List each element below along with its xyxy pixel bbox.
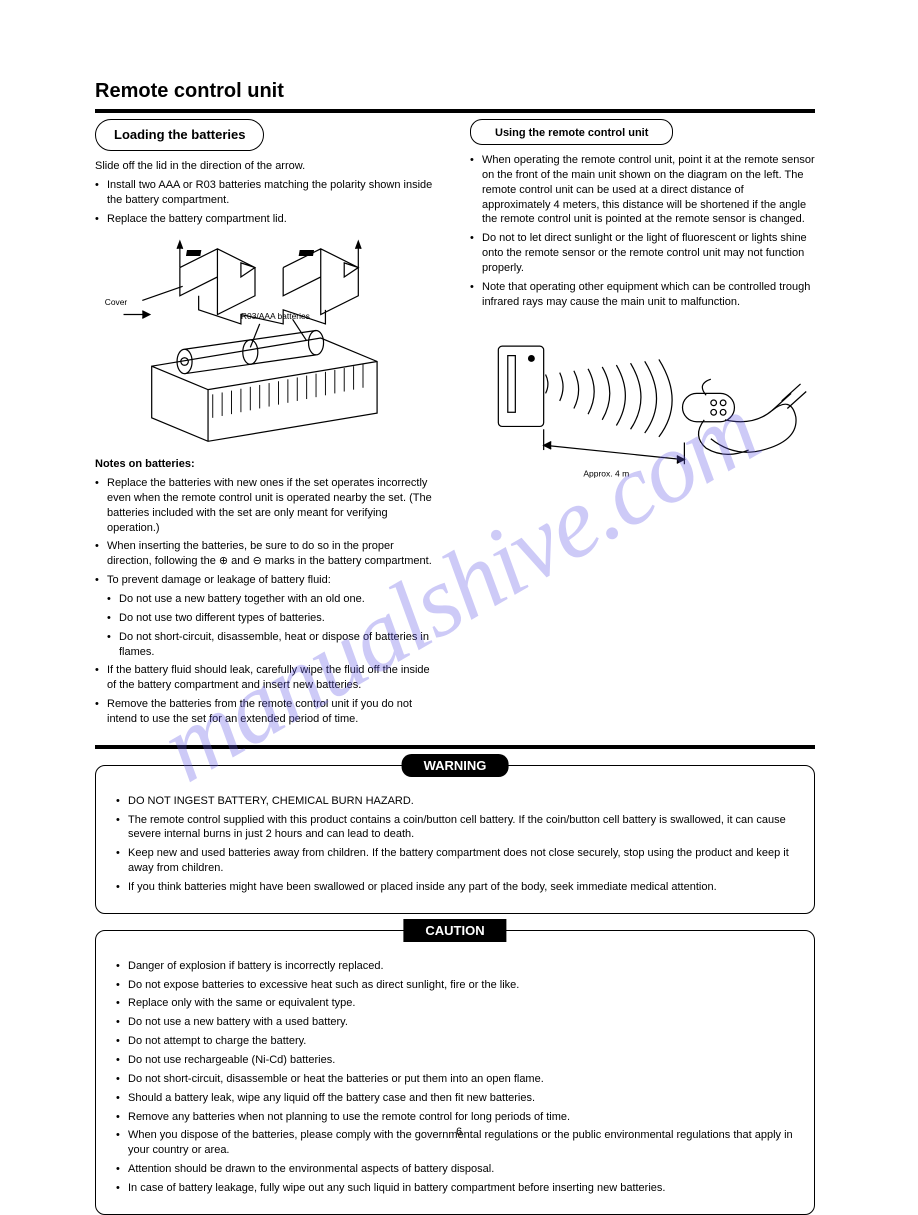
caution-item: Replace only with the same or equivalent… bbox=[114, 996, 796, 1011]
caution-item: In case of battery leakage, fully wipe o… bbox=[114, 1181, 796, 1196]
batteries-label: R03/AAA batteries bbox=[241, 312, 310, 322]
right-bullet: When operating the remote control unit, … bbox=[470, 153, 815, 227]
pill-title-left: Loading the batteries bbox=[114, 127, 245, 142]
remote-diagram: Approx. 4 m bbox=[470, 327, 815, 512]
caution-box: CAUTION Danger of explosion if battery i… bbox=[95, 930, 815, 1215]
warning-list: DO NOT INGEST BATTERY, CHEMICAL BURN HAZ… bbox=[114, 794, 796, 895]
battery-diagram: Cover R03/AAA batteries bbox=[95, 230, 440, 451]
distance-label: Approx. 4 m bbox=[583, 469, 629, 479]
left-body: Slide off the lid in the direction of th… bbox=[95, 159, 440, 727]
divider-mid bbox=[95, 745, 815, 749]
caution-item: Remove any batteries when not planning t… bbox=[114, 1110, 796, 1125]
sub-note: Do not short-circuit, disassemble, heat … bbox=[107, 630, 440, 660]
caution-item: Do not use a new battery with a used bat… bbox=[114, 1015, 796, 1030]
pill-loading-batteries: Loading the batteries bbox=[95, 119, 264, 151]
note-item: Replace the batteries with new ones if t… bbox=[95, 476, 440, 535]
warning-box: WARNING DO NOT INGEST BATTERY, CHEMICAL … bbox=[95, 765, 815, 914]
right-bullet: Note that operating other equipment whic… bbox=[470, 280, 815, 310]
caution-item: Do not use rechargeable (Ni-Cd) batterie… bbox=[114, 1053, 796, 1068]
leak-list: If the battery fluid should leak, carefu… bbox=[95, 663, 440, 726]
caution-item: Do not short-circuit, disassemble or hea… bbox=[114, 1072, 796, 1087]
pill-title-right: Using the remote control unit bbox=[495, 127, 648, 139]
warning-badge: WARNING bbox=[402, 754, 509, 777]
warning-item: If you think batteries might have been s… bbox=[114, 880, 796, 895]
sub-note: Do not use a new battery together with a… bbox=[107, 592, 440, 607]
right-body: When operating the remote control unit, … bbox=[470, 153, 815, 512]
warning-item: The remote control supplied with this pr… bbox=[114, 813, 796, 843]
two-column-layout: Loading the batteries Slide off the lid … bbox=[95, 119, 815, 731]
caution-item: Do not expose batteries to excessive hea… bbox=[114, 978, 796, 993]
caution-item: Do not attempt to charge the battery. bbox=[114, 1034, 796, 1049]
divider-top bbox=[95, 109, 815, 113]
left-bullets: Install two AAA or R03 batteries matchin… bbox=[95, 178, 440, 227]
warning-item: Keep new and used batteries away from ch… bbox=[114, 846, 796, 876]
note-item: When inserting the batteries, be sure to… bbox=[95, 539, 440, 569]
caution-item: Should a battery leak, wipe any liquid o… bbox=[114, 1091, 796, 1106]
sub-notes-list: Do not use a new battery together with a… bbox=[95, 592, 440, 659]
right-bullet: Do not to let direct sunlight or the lig… bbox=[470, 231, 815, 276]
cover-label: Cover bbox=[105, 298, 128, 308]
right-bullets: When operating the remote control unit, … bbox=[470, 153, 815, 309]
page-number: 6 bbox=[0, 1126, 918, 1138]
caution-item: Danger of explosion if battery is incorr… bbox=[114, 959, 796, 974]
left-bullet: Replace the battery compartment lid. bbox=[95, 212, 440, 227]
remove-note: Remove the batteries from the remote con… bbox=[95, 697, 440, 727]
sub-note: Do not use two different types of batter… bbox=[107, 611, 440, 626]
pill-using-remote: Using the remote control unit bbox=[470, 119, 673, 145]
caution-badge: CAUTION bbox=[403, 919, 506, 942]
notes-heading: Notes on batteries: bbox=[95, 457, 440, 472]
page-content: Remote control unit Loading the batterie… bbox=[95, 80, 815, 1215]
left-intro: Slide off the lid in the direction of th… bbox=[95, 159, 440, 174]
notes-list: Replace the batteries with new ones if t… bbox=[95, 476, 440, 588]
caution-item: Attention should be drawn to the environ… bbox=[114, 1162, 796, 1177]
note-item: To prevent damage or leakage of battery … bbox=[95, 573, 440, 588]
leak-note: If the battery fluid should leak, carefu… bbox=[95, 663, 440, 693]
warning-item: DO NOT INGEST BATTERY, CHEMICAL BURN HAZ… bbox=[114, 794, 796, 809]
right-column: Using the remote control unit When opera… bbox=[470, 119, 815, 731]
left-column: Loading the batteries Slide off the lid … bbox=[95, 119, 440, 731]
left-bullet: Install two AAA or R03 batteries matchin… bbox=[95, 178, 440, 208]
caution-list: Danger of explosion if battery is incorr… bbox=[114, 959, 796, 1196]
section-heading: Remote control unit bbox=[95, 80, 815, 103]
